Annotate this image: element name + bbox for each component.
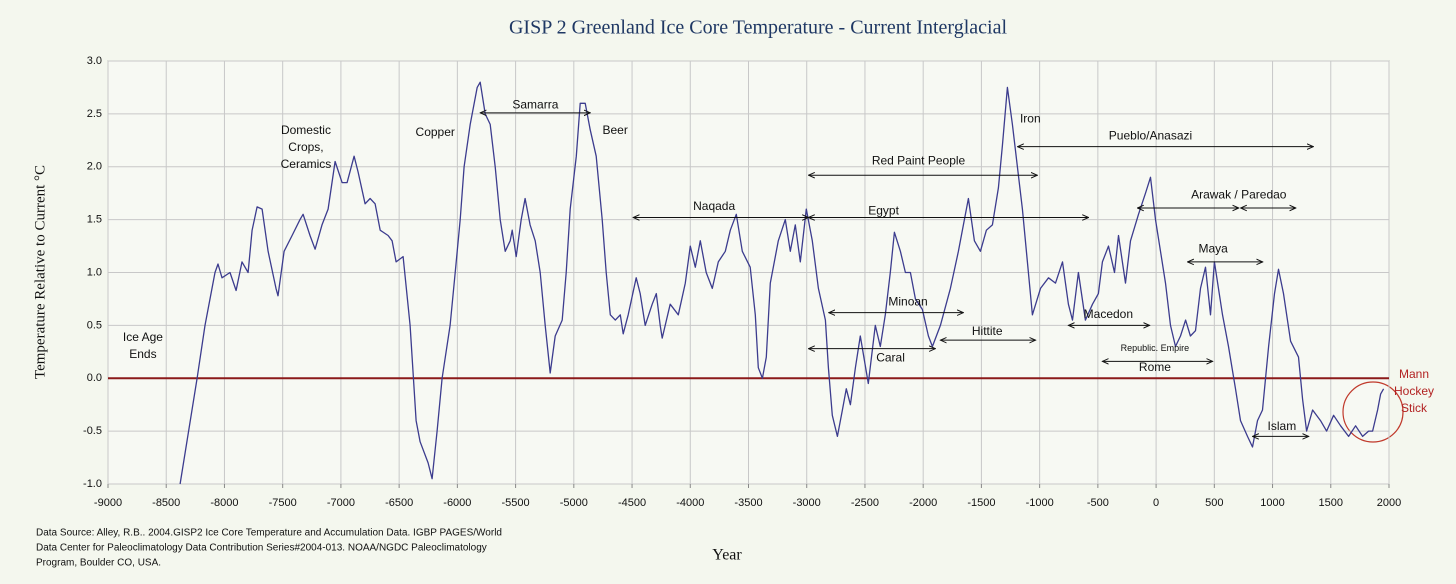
x-tick-label: -500 bbox=[1087, 497, 1109, 509]
annotation-label: Hittite bbox=[972, 324, 1003, 338]
x-tick-label: -6500 bbox=[385, 497, 413, 509]
annotation-label: Red Paint People bbox=[872, 154, 966, 168]
annotation-label: Crops, bbox=[288, 140, 323, 154]
x-tick-label: -5500 bbox=[502, 497, 530, 509]
annotation-label: Ice Age bbox=[123, 330, 163, 344]
x-tick-label: -2500 bbox=[851, 497, 879, 509]
y-tick-label: 1.0 bbox=[87, 266, 102, 278]
x-tick-label: 1500 bbox=[1319, 497, 1343, 509]
source-note: Data Center for Paleoclimatology Data Co… bbox=[36, 543, 487, 554]
x-tick-label: -9000 bbox=[94, 497, 122, 509]
source-note: Program, Boulder CO, USA. bbox=[36, 558, 161, 569]
y-tick-label: 1.5 bbox=[87, 214, 102, 226]
x-axis-title: Year bbox=[712, 547, 742, 564]
annotation-label: Islam bbox=[1268, 419, 1297, 433]
highlight-circle bbox=[1342, 381, 1404, 443]
x-tick-label: -2000 bbox=[909, 497, 937, 509]
annotation-label: Copper bbox=[416, 125, 455, 139]
annotation-label: Egypt bbox=[868, 203, 899, 217]
annotation-label: Hockey bbox=[1394, 384, 1434, 398]
annotation-label: Arawak / Paredao bbox=[1191, 187, 1287, 201]
annotation-label: Pueblo/Anasazi bbox=[1109, 128, 1192, 142]
y-tick-label: 0.5 bbox=[87, 319, 102, 331]
x-tick-label: 500 bbox=[1205, 497, 1223, 509]
x-tick-label: -1000 bbox=[1026, 497, 1054, 509]
x-tick-label: 2000 bbox=[1377, 497, 1401, 509]
annotation-label: Ceramics bbox=[281, 157, 332, 171]
annotation-label: Stick bbox=[1401, 401, 1428, 415]
x-tick-label: -4500 bbox=[618, 497, 646, 509]
annotation-label: Iron bbox=[1020, 111, 1041, 125]
x-tick-label: -5000 bbox=[560, 497, 588, 509]
chart-title: GISP 2 Greenland Ice Core Temperature - … bbox=[509, 17, 1007, 39]
x-tick-label: -4000 bbox=[676, 497, 704, 509]
x-tick-label: -1500 bbox=[967, 497, 995, 509]
x-tick-label: -8500 bbox=[152, 497, 180, 509]
x-tick-label: 1000 bbox=[1260, 497, 1284, 509]
x-tick-label: -7000 bbox=[327, 497, 355, 509]
annotation-label: Rome bbox=[1139, 360, 1171, 374]
annotation-label: Mann bbox=[1399, 367, 1429, 381]
x-tick-label: -7500 bbox=[269, 497, 297, 509]
y-axis-title: Temperature Relative to Current °C bbox=[32, 165, 48, 379]
y-tick-label: -0.5 bbox=[83, 425, 102, 437]
x-tick-label: -3000 bbox=[793, 497, 821, 509]
x-tick-label: -6000 bbox=[443, 497, 471, 509]
annotation-label: Maya bbox=[1198, 241, 1228, 255]
y-tick-label: -1.0 bbox=[83, 478, 102, 490]
annotation-label: Macedon bbox=[1084, 307, 1133, 321]
annotation-label: Domestic bbox=[281, 123, 331, 137]
x-tick-label: -8000 bbox=[210, 497, 238, 509]
annotation-label: Naqada bbox=[693, 199, 735, 213]
data-line bbox=[179, 81, 1385, 485]
annotation-label: Ends bbox=[129, 347, 156, 361]
annotation-label: Republic. Empire bbox=[1121, 343, 1190, 353]
y-tick-label: 0.0 bbox=[87, 372, 102, 384]
annotation-label: Beer bbox=[602, 123, 627, 137]
x-tick-label: 0 bbox=[1153, 497, 1159, 509]
y-tick-label: 3.0 bbox=[87, 55, 102, 67]
annotation-label: Minoan bbox=[888, 294, 927, 308]
x-tick-label: -3500 bbox=[734, 497, 762, 509]
y-tick-label: 2.5 bbox=[87, 108, 102, 120]
annotation-label: Caral bbox=[876, 350, 905, 364]
source-note: Data Source: Alley, R.B.. 2004.GISP2 Ice… bbox=[36, 528, 502, 539]
y-tick-label: 2.0 bbox=[87, 161, 102, 173]
annotation-label: Samarra bbox=[512, 98, 558, 112]
